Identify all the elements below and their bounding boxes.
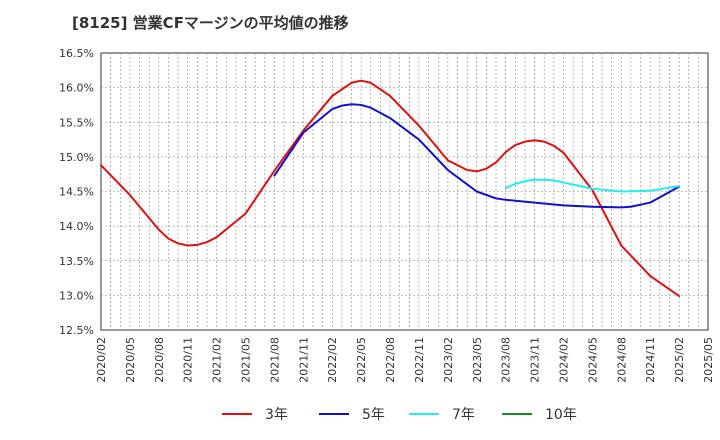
x-tick-label: 2024/08 [615,337,628,383]
x-tick-label: 2020/08 [153,337,166,383]
x-tick-label: 2020/02 [95,337,108,383]
y-tick-label: 14.0% [59,220,94,233]
x-tick-label: 2021/08 [268,337,281,383]
legend-label-3年: 3年 [265,407,288,423]
x-tick-label: 2020/05 [124,337,137,383]
x-tick-label: 2023/05 [471,337,484,383]
x-tick-label: 2020/11 [182,337,195,383]
series-line-7年 [504,178,681,193]
x-tick-label: 2023/08 [500,337,513,383]
chart-title: [8125] 営業CFマージンの平均値の推移 [72,14,349,32]
y-tick-label: 12.5% [59,324,94,337]
x-tick-label: 2021/05 [240,337,253,383]
y-tick-label: 16.5% [59,47,94,60]
legend-label-5年: 5年 [362,407,385,423]
x-tick-label: 2024/11 [644,337,657,383]
legend-label-7年: 7年 [452,407,475,423]
y-tick-label: 13.0% [59,289,94,302]
x-tick-label: 2024/05 [586,337,599,383]
x-tick-label: 2025/02 [673,337,686,383]
x-tick-label: 2022/08 [384,337,397,383]
x-tick-label: 2022/11 [413,337,426,383]
x-tick-label: 2024/02 [557,337,570,383]
series-line-3年 [100,79,681,298]
y-tick-label: 13.5% [59,255,94,268]
y-tick-label: 15.0% [59,151,94,164]
x-tick-label: 2023/11 [529,337,542,383]
y-tick-label: 15.5% [59,116,94,129]
y-tick-label: 16.0% [59,82,94,95]
x-tick-label: 2023/02 [442,337,455,383]
x-tick-label: 2025/05 [702,337,715,383]
y-tick-label: 14.5% [59,186,94,199]
x-tick-label: 2022/02 [326,337,339,383]
x-tick-label: 2021/11 [297,337,310,383]
x-tick-label: 2021/02 [211,337,224,383]
legend-label-10年: 10年 [545,407,577,423]
series-line-5年 [273,103,681,209]
x-tick-label: 2022/05 [355,337,368,383]
